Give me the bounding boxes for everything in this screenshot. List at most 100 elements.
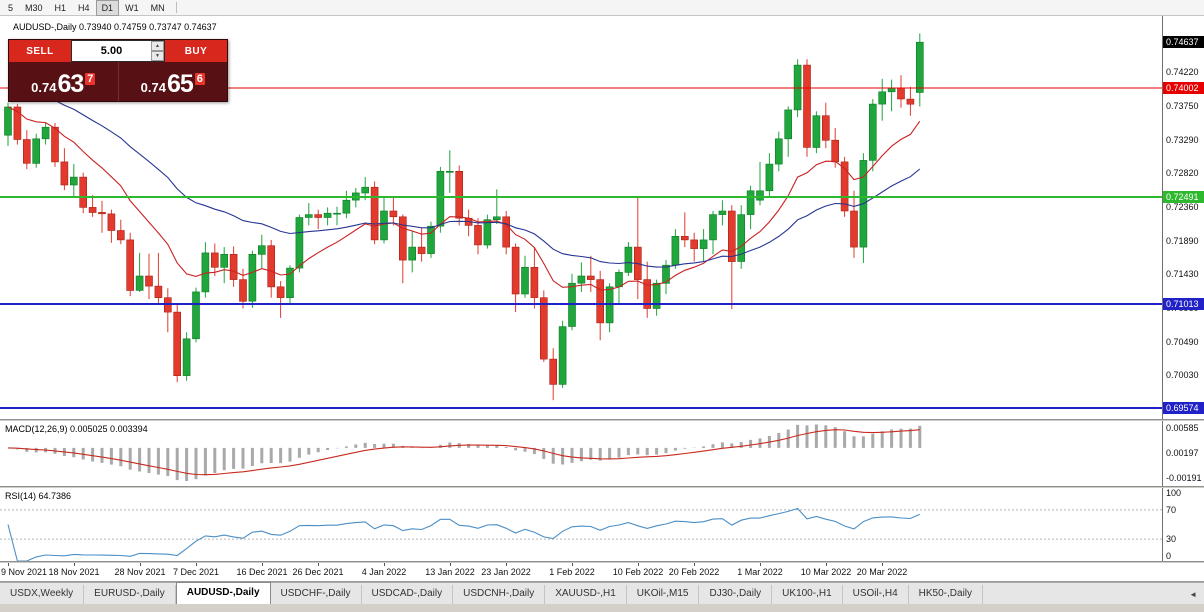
- time-tick: [262, 563, 263, 566]
- sell-price-display: 0.74 63 7: [9, 62, 119, 101]
- chart-ohlc-title: AUDUSD-,Daily 0.73940 0.74759 0.73747 0.…: [13, 22, 217, 32]
- price-tick-label: 0.72820: [1166, 168, 1199, 178]
- time-tick: [318, 563, 319, 566]
- time-tick: [506, 563, 507, 566]
- macd-tick-label: -0.00191: [1166, 473, 1202, 483]
- chart-tab-uk100-h1[interactable]: UK100-,H1: [772, 585, 843, 604]
- macd-axis[interactable]: 0.00585 0.00197 -0.00191: [1162, 421, 1204, 486]
- rsi-tick-label: 70: [1166, 505, 1177, 515]
- bottom-strip: [0, 604, 1204, 612]
- tab-scroll-left-icon[interactable]: ◄: [1184, 585, 1202, 604]
- price-tick-label: 0.73290: [1166, 135, 1199, 145]
- time-tick-label: 1 Feb 2022: [549, 567, 595, 577]
- time-tick-label: 23 Jan 2022: [481, 567, 531, 577]
- time-tick-label: 13 Jan 2022: [425, 567, 475, 577]
- price-tick-label: 0.71890: [1166, 236, 1199, 246]
- macd-tick-label: 0.00197: [1166, 448, 1199, 458]
- current-price-badge: 0.74637: [1163, 36, 1204, 48]
- time-tick-label: 20 Feb 2022: [668, 567, 720, 577]
- rsi-axis[interactable]: 100 70 30 0: [1162, 488, 1204, 561]
- price-tick-label: 0.72360: [1166, 202, 1199, 212]
- sell-price-main: 63: [57, 70, 84, 98]
- time-tick-label: 28 Nov 2021: [114, 567, 166, 577]
- macd-tick-label: 0.00585: [1166, 423, 1199, 433]
- time-tick: [882, 563, 883, 566]
- chart-tab-hk50-daily[interactable]: HK50-,Daily: [909, 585, 984, 604]
- chart-tab-ukoil-m15[interactable]: UKOil-,M15: [627, 585, 700, 604]
- panel-splitter[interactable]: [0, 419, 1204, 421]
- volume-value: 5.00: [100, 45, 123, 57]
- volume-field[interactable]: 5.00 ▲ ▼: [71, 40, 165, 62]
- rsi-tick-label: 100: [1166, 488, 1182, 498]
- price-line-badge: 0.74002: [1163, 82, 1204, 94]
- chart-tab-usdcad-daily[interactable]: USDCAD-,Daily: [362, 585, 454, 604]
- main-chart-panel[interactable]: AUDUSD-,Daily 0.73940 0.74759 0.73747 0.…: [0, 16, 1204, 419]
- time-tick: [74, 563, 75, 566]
- buy-price-pip: 6: [194, 73, 205, 85]
- chart-tab-usdchf-daily[interactable]: USDCHF-,Daily: [271, 585, 362, 604]
- period-button-h1[interactable]: H1: [49, 0, 73, 16]
- period-button-w1[interactable]: W1: [119, 0, 145, 16]
- period-button-m30[interactable]: M30: [19, 0, 49, 16]
- ma-fast-line: [7, 106, 921, 291]
- chart-tab-bar: USDX,Weekly EURUSD-,Daily AUDUSD-,Daily USD…: [0, 582, 1204, 604]
- time-tick: [694, 563, 695, 566]
- buy-price-display: 0.74 65 6: [119, 62, 228, 101]
- time-tick: [638, 563, 639, 566]
- rsi-tick-label: 30: [1166, 534, 1177, 544]
- chart-tab-usdx-weekly[interactable]: USDX,Weekly: [0, 585, 85, 604]
- macd-label: MACD(12,26,9) 0.005025 0.003394: [5, 424, 148, 434]
- macd-signal-line: [7, 429, 920, 476]
- price-tick-label: 0.70490: [1166, 337, 1199, 347]
- one-click-trading-panel: SELL 5.00 ▲ ▼ BUY 0.74 63 7 0.74: [8, 39, 228, 102]
- time-tick: [572, 563, 573, 566]
- time-tick-label: 18 Nov 2021: [48, 567, 100, 577]
- chart-tab-usoil-h4[interactable]: USOil-,H4: [843, 585, 909, 604]
- rsi-panel[interactable]: RSI(14) 64.7386 100 70 30 0: [0, 488, 1204, 561]
- period-button-d1[interactable]: D1: [95, 0, 120, 16]
- time-tick: [8, 563, 9, 566]
- time-axis[interactable]: 9 Nov 2021 18 Nov 2021 28 Nov 2021 7 Dec 20…: [0, 563, 1204, 582]
- chart-tab-eurusd-daily[interactable]: EURUSD-,Daily: [84, 585, 176, 604]
- time-tick-label: 9 Nov 2021: [1, 567, 48, 577]
- time-tick: [450, 563, 451, 566]
- sell-price-pip: 7: [85, 73, 96, 85]
- chart-tab-xauusd-h1[interactable]: XAUUSD-,H1: [545, 585, 627, 604]
- buy-button[interactable]: BUY: [165, 40, 227, 62]
- time-tick: [196, 563, 197, 566]
- panel-splitter[interactable]: [0, 486, 1204, 488]
- price-axis[interactable]: 0.74220 0.73750 0.73290 0.72820 0.72360 0.718…: [1162, 16, 1204, 419]
- time-tick-label: 20 Mar 2022: [856, 567, 908, 577]
- macd-panel[interactable]: MACD(12,26,9) 0.005025 0.003394 0.00585 0…: [0, 421, 1204, 486]
- price-line-badge: 0.69574: [1163, 402, 1204, 414]
- time-tick-label: 10 Mar 2022: [800, 567, 852, 577]
- toolbar-divider: [175, 2, 177, 13]
- price-tick-label: 0.74220: [1166, 67, 1199, 77]
- chart-tab-dj30-daily[interactable]: DJ30-,Daily: [699, 585, 773, 604]
- time-tick-label: 4 Jan 2022: [361, 567, 407, 577]
- time-tick-label: 1 Mar 2022: [737, 567, 783, 577]
- period-button-h4[interactable]: H4: [72, 0, 96, 16]
- rsi-line: [7, 507, 921, 561]
- rsi-canvas[interactable]: [0, 488, 1162, 561]
- sell-button[interactable]: SELL: [9, 40, 71, 62]
- trade-prices-row: 0.74 63 7 0.74 65 6: [9, 62, 227, 101]
- macd-canvas[interactable]: [0, 421, 1162, 486]
- volume-up-icon[interactable]: ▲: [151, 41, 164, 51]
- chart-tab-audusd-daily[interactable]: AUDUSD-,Daily: [175, 582, 271, 604]
- time-tick-label: 16 Dec 2021: [236, 567, 288, 577]
- volume-down-icon[interactable]: ▼: [151, 51, 164, 61]
- price-tick-label: 0.70030: [1166, 370, 1199, 380]
- price-line-badge: 0.72491: [1163, 191, 1204, 203]
- chart-tab-usdcnh-daily[interactable]: USDCNH-,Daily: [453, 585, 546, 604]
- panel-splitter[interactable]: [0, 561, 1204, 563]
- timeframe-toolbar: 5 M30 H1 H4 D1 W1 MN: [0, 0, 1204, 16]
- buy-price-prefix: 0.74: [140, 80, 166, 95]
- time-tick-label: 26 Dec 2021: [292, 567, 344, 577]
- price-line-badge: 0.71013: [1163, 298, 1204, 310]
- period-button-5[interactable]: 5: [2, 0, 19, 16]
- ma-slow-line: [7, 84, 921, 268]
- main-chart-canvas[interactable]: [0, 16, 1162, 419]
- period-button-mn[interactable]: MN: [145, 0, 171, 16]
